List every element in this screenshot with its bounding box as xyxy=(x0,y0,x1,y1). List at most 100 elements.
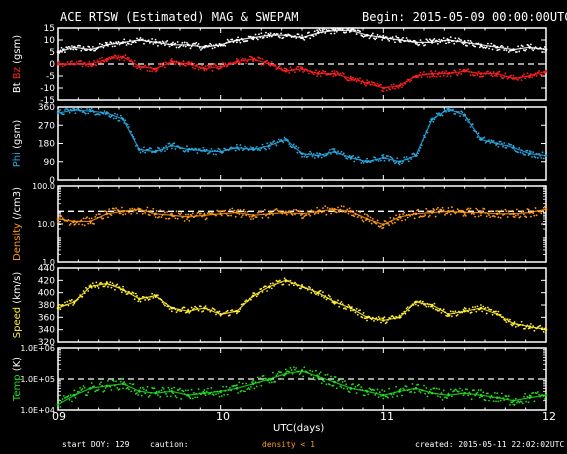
data-scatter-point xyxy=(204,218,207,221)
data-scatter-point xyxy=(303,366,306,369)
data-scatter-point xyxy=(376,82,379,85)
data-scatter-point xyxy=(432,307,435,310)
data-scatter-point xyxy=(218,395,221,398)
data-scatter-point xyxy=(247,149,250,152)
data-scatter-point xyxy=(461,111,464,114)
data-scatter-point xyxy=(116,57,119,60)
data-scatter-point xyxy=(148,214,151,217)
data-point xyxy=(105,384,109,388)
data-scatter-point xyxy=(146,385,149,388)
data-scatter-point xyxy=(369,161,372,164)
data-scatter-point xyxy=(197,211,200,214)
data-scatter-point xyxy=(103,60,106,63)
data-scatter-point xyxy=(323,380,325,383)
data-point xyxy=(154,41,157,44)
data-point xyxy=(121,288,125,291)
data-scatter-point xyxy=(69,394,72,397)
data-scatter-point xyxy=(210,65,213,68)
data-scatter-point xyxy=(93,385,95,388)
data-scatter-point xyxy=(61,398,64,400)
data-scatter-point xyxy=(239,208,242,211)
data-scatter-point xyxy=(245,62,248,65)
data-scatter-point xyxy=(260,32,263,35)
panel-ylabel: Temp (K) xyxy=(12,357,23,402)
begin-time: Begin: 2015-05-09 00:00:00UTC xyxy=(362,10,567,24)
data-scatter-point xyxy=(543,46,546,48)
data-scatter-point xyxy=(339,28,342,30)
data-scatter-point xyxy=(409,80,411,83)
data-scatter-point xyxy=(110,389,113,391)
data-scatter-point xyxy=(454,212,457,215)
data-scatter-point xyxy=(183,306,186,309)
data-scatter-point xyxy=(72,304,75,306)
data-scatter-point xyxy=(502,145,504,148)
data-scatter-point xyxy=(157,294,159,297)
data-scatter-point xyxy=(482,305,485,308)
data-point xyxy=(495,45,499,49)
data-scatter-point xyxy=(506,216,509,218)
data-scatter-point xyxy=(152,297,155,299)
data-point xyxy=(365,316,369,319)
data-scatter-point xyxy=(168,142,171,145)
data-scatter-point xyxy=(441,114,444,117)
panel-ylabel: Speed (km/s) xyxy=(12,272,23,339)
data-scatter-point xyxy=(453,389,456,392)
data-point xyxy=(430,72,434,75)
data-point xyxy=(495,212,499,216)
data-scatter-point xyxy=(256,293,259,296)
data-scatter-point xyxy=(165,217,167,220)
data-point xyxy=(56,50,60,54)
data-scatter-point xyxy=(460,110,463,112)
data-scatter-point xyxy=(440,392,443,395)
data-scatter-point xyxy=(190,214,193,217)
data-scatter-point xyxy=(345,31,348,34)
data-scatter-point xyxy=(349,75,352,78)
data-scatter-point xyxy=(425,305,428,308)
data-scatter-point xyxy=(384,322,387,325)
data-scatter-point xyxy=(312,73,315,76)
data-scatter-point xyxy=(64,51,66,53)
data-scatter-point xyxy=(94,286,97,288)
data-point xyxy=(382,36,385,39)
data-scatter-point xyxy=(64,109,66,111)
data-scatter-point xyxy=(309,150,312,153)
data-scatter-point xyxy=(325,154,328,157)
data-scatter-point xyxy=(347,303,350,306)
data-scatter-point xyxy=(315,69,317,72)
data-point xyxy=(203,306,206,310)
data-point xyxy=(398,38,401,42)
data-point xyxy=(219,312,222,316)
data-point xyxy=(268,33,271,37)
data-scatter-point xyxy=(391,222,394,225)
data-scatter-point xyxy=(383,316,386,319)
data-scatter-point xyxy=(158,63,160,66)
data-scatter-point xyxy=(399,41,402,44)
data-scatter-point xyxy=(435,75,438,78)
data-scatter-point xyxy=(252,38,255,41)
data-scatter-point xyxy=(435,387,438,390)
data-scatter-point xyxy=(365,85,367,87)
data-scatter-point xyxy=(380,225,382,227)
data-scatter-point xyxy=(127,126,130,128)
data-point xyxy=(203,149,206,152)
data-scatter-point xyxy=(442,308,445,311)
data-point xyxy=(138,38,141,42)
data-scatter-point xyxy=(327,210,330,213)
data-scatter-point xyxy=(103,110,106,113)
data-scatter-point xyxy=(187,150,190,153)
data-point xyxy=(479,306,483,310)
data-scatter-point xyxy=(346,387,349,390)
data-scatter-point xyxy=(101,43,104,46)
data-scatter-point xyxy=(532,391,535,394)
data-scatter-point xyxy=(518,401,521,404)
data-scatter-point xyxy=(160,216,163,219)
data-scatter-point xyxy=(322,291,324,294)
panel-ylabel: Density (/cm3) xyxy=(12,187,23,261)
data-scatter-point xyxy=(341,381,344,383)
data-scatter-point xyxy=(313,378,316,381)
data-scatter-point xyxy=(536,391,539,393)
data-scatter-point xyxy=(245,299,248,302)
data-scatter-point xyxy=(532,49,535,52)
data-point xyxy=(528,211,532,214)
